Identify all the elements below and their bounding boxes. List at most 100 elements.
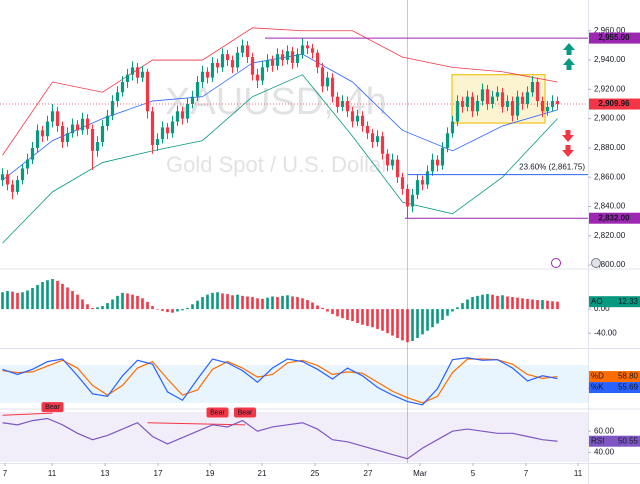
x-tick-label: 21 (258, 469, 267, 478)
watermark-subtitle: Gold Spot / U.S. Dollar (166, 152, 389, 177)
candle-body (180, 111, 185, 119)
series-name: %D (591, 372, 604, 381)
candle-body (440, 147, 445, 166)
candle-body (360, 115, 365, 126)
candle-body (380, 136, 385, 154)
histogram-bar (486, 294, 489, 310)
band-line (2, 27, 558, 156)
histogram-bar (551, 301, 554, 310)
candle-body (35, 130, 40, 148)
y-tick-label: 2,840.00 (594, 202, 626, 211)
x-tick-label: 7 (524, 469, 529, 478)
candle-body (255, 74, 260, 81)
candle-body (155, 139, 160, 145)
candle-body (350, 111, 355, 122)
histogram-bar (166, 309, 169, 313)
histogram-bar (321, 307, 324, 310)
histogram-bar (401, 309, 404, 341)
x-tick-label: 13 (101, 469, 110, 478)
histogram-bar (201, 297, 204, 310)
level-box (589, 32, 640, 44)
histogram-bar (146, 301, 149, 310)
histogram-bar (396, 309, 399, 338)
y-tick-label: 2,820.00 (594, 231, 626, 240)
candle-body (520, 96, 525, 104)
level-label: 23.60% (2,861.75) (519, 163, 585, 172)
x-tick-label: 25 (311, 469, 320, 478)
candle-body (205, 71, 210, 78)
candle-body (425, 171, 430, 185)
down-arrow (562, 145, 574, 157)
candle-body (390, 159, 395, 166)
up-arrow (563, 58, 575, 70)
candle-body (480, 89, 485, 102)
histogram-bar (351, 309, 354, 322)
candle-body (15, 180, 20, 192)
candle-body (270, 60, 275, 66)
candle-body (555, 101, 560, 105)
histogram-bar (461, 303, 464, 310)
histogram-bar (336, 309, 339, 317)
y-tick-label: 0.00 (594, 304, 610, 313)
histogram-bar (431, 309, 434, 328)
candle-body (225, 54, 230, 61)
stoch-band (0, 365, 588, 403)
candle-body (545, 106, 550, 112)
histogram-bar (261, 298, 264, 310)
histogram-bar (111, 299, 114, 310)
histogram-bar (176, 309, 179, 312)
candle-body (430, 159, 435, 172)
candle-body (175, 111, 180, 122)
candle-body (160, 127, 165, 140)
candle-body (515, 96, 520, 116)
series-name: RSI (591, 436, 604, 445)
rsi-pane (2, 412, 558, 460)
histogram-bar (251, 297, 254, 310)
histogram-bar (116, 295, 119, 310)
last-value-label: 12.33 (618, 297, 639, 306)
x-tick-label: 27 (364, 469, 373, 478)
histogram-bar (416, 309, 419, 338)
histogram-bar (366, 309, 369, 326)
candle-body (140, 71, 145, 78)
series-name: %K (591, 383, 604, 392)
candle-body (200, 71, 205, 83)
candle-body (500, 92, 505, 107)
y-tick-label: 2,920.00 (594, 84, 626, 93)
histogram-bar (436, 309, 439, 324)
axes: 2,960.00 2,940.00 2,920.00 2,900.00 2,880.00… (3, 0, 640, 478)
divergence-line (147, 422, 246, 426)
last-value-label: 55.69 (618, 383, 639, 392)
candle-body (0, 174, 5, 181)
histogram-bar (301, 298, 304, 310)
histogram-bar (521, 298, 524, 310)
divergence-line (2, 412, 53, 416)
histogram-bar (86, 304, 89, 310)
candle-body (335, 96, 340, 107)
histogram-bar (511, 297, 514, 310)
y-tick-label: 2,960.00 (594, 26, 626, 35)
candle-body (465, 96, 470, 107)
stoch-pane (2, 357, 558, 406)
histogram-bar (406, 309, 409, 343)
histogram-bar (91, 307, 94, 310)
histogram-bar (191, 304, 194, 310)
candle-body (190, 96, 195, 104)
candle-body (490, 96, 495, 104)
histogram-bar (71, 291, 74, 310)
candle-body (235, 52, 240, 68)
histogram-bar (306, 300, 309, 310)
histogram-bar (101, 306, 104, 310)
histogram-bar (121, 292, 124, 310)
histogram-bar (276, 297, 279, 310)
y-tick-label: 2,860.00 (594, 172, 626, 181)
histogram-bar (131, 294, 134, 310)
histogram-bar (226, 294, 229, 310)
candle-body (485, 89, 490, 104)
level-label: 2,955.00 (598, 33, 630, 42)
candle-body (210, 62, 215, 78)
histogram-bar (46, 280, 49, 310)
candle-body (145, 71, 150, 112)
